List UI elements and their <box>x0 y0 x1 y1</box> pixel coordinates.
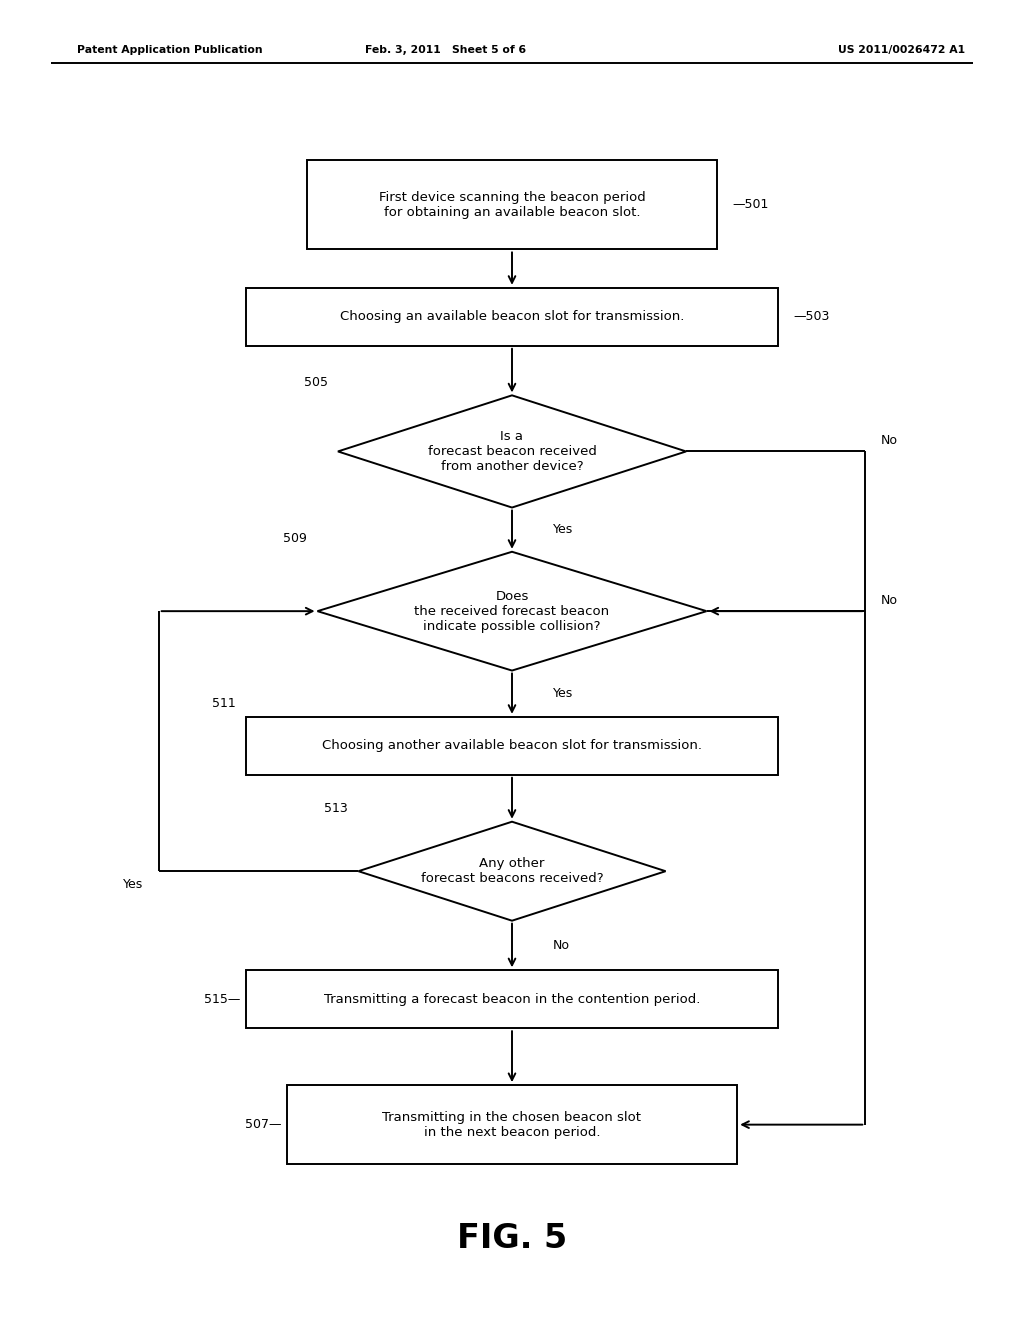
Text: Yes: Yes <box>123 878 143 891</box>
Polygon shape <box>358 821 666 921</box>
Text: 511: 511 <box>212 697 236 710</box>
FancyBboxPatch shape <box>246 717 778 775</box>
FancyBboxPatch shape <box>246 970 778 1028</box>
Polygon shape <box>317 552 707 671</box>
FancyBboxPatch shape <box>287 1085 737 1164</box>
Text: 515—: 515— <box>204 993 241 1006</box>
Text: Choosing another available beacon slot for transmission.: Choosing another available beacon slot f… <box>322 739 702 752</box>
Text: 513: 513 <box>325 803 348 814</box>
Text: —501: —501 <box>732 198 769 211</box>
Text: Does
the received forecast beacon
indicate possible collision?: Does the received forecast beacon indica… <box>415 590 609 632</box>
Text: FIG. 5: FIG. 5 <box>457 1222 567 1254</box>
Text: Choosing an available beacon slot for transmission.: Choosing an available beacon slot for tr… <box>340 310 684 323</box>
Polygon shape <box>338 396 686 507</box>
Text: Transmitting in the chosen beacon slot
in the next beacon period.: Transmitting in the chosen beacon slot i… <box>383 1110 641 1139</box>
Text: Any other
forecast beacons received?: Any other forecast beacons received? <box>421 857 603 886</box>
Text: Yes: Yes <box>553 523 573 536</box>
Text: 507—: 507— <box>245 1118 282 1131</box>
Text: —503: —503 <box>794 310 830 323</box>
Text: Patent Application Publication: Patent Application Publication <box>77 45 262 55</box>
Text: 505: 505 <box>304 376 328 388</box>
Text: No: No <box>881 594 898 607</box>
Text: US 2011/0026472 A1: US 2011/0026472 A1 <box>838 45 965 55</box>
Text: Feb. 3, 2011   Sheet 5 of 6: Feb. 3, 2011 Sheet 5 of 6 <box>365 45 526 55</box>
Text: Is a
forecast beacon received
from another device?: Is a forecast beacon received from anoth… <box>428 430 596 473</box>
FancyBboxPatch shape <box>307 160 717 249</box>
Text: Transmitting a forecast beacon in the contention period.: Transmitting a forecast beacon in the co… <box>324 993 700 1006</box>
Text: No: No <box>881 434 898 447</box>
Text: No: No <box>553 939 570 952</box>
Text: Yes: Yes <box>553 688 573 700</box>
Text: 509: 509 <box>284 532 307 545</box>
Text: First device scanning the beacon period
for obtaining an available beacon slot.: First device scanning the beacon period … <box>379 190 645 219</box>
FancyBboxPatch shape <box>246 288 778 346</box>
